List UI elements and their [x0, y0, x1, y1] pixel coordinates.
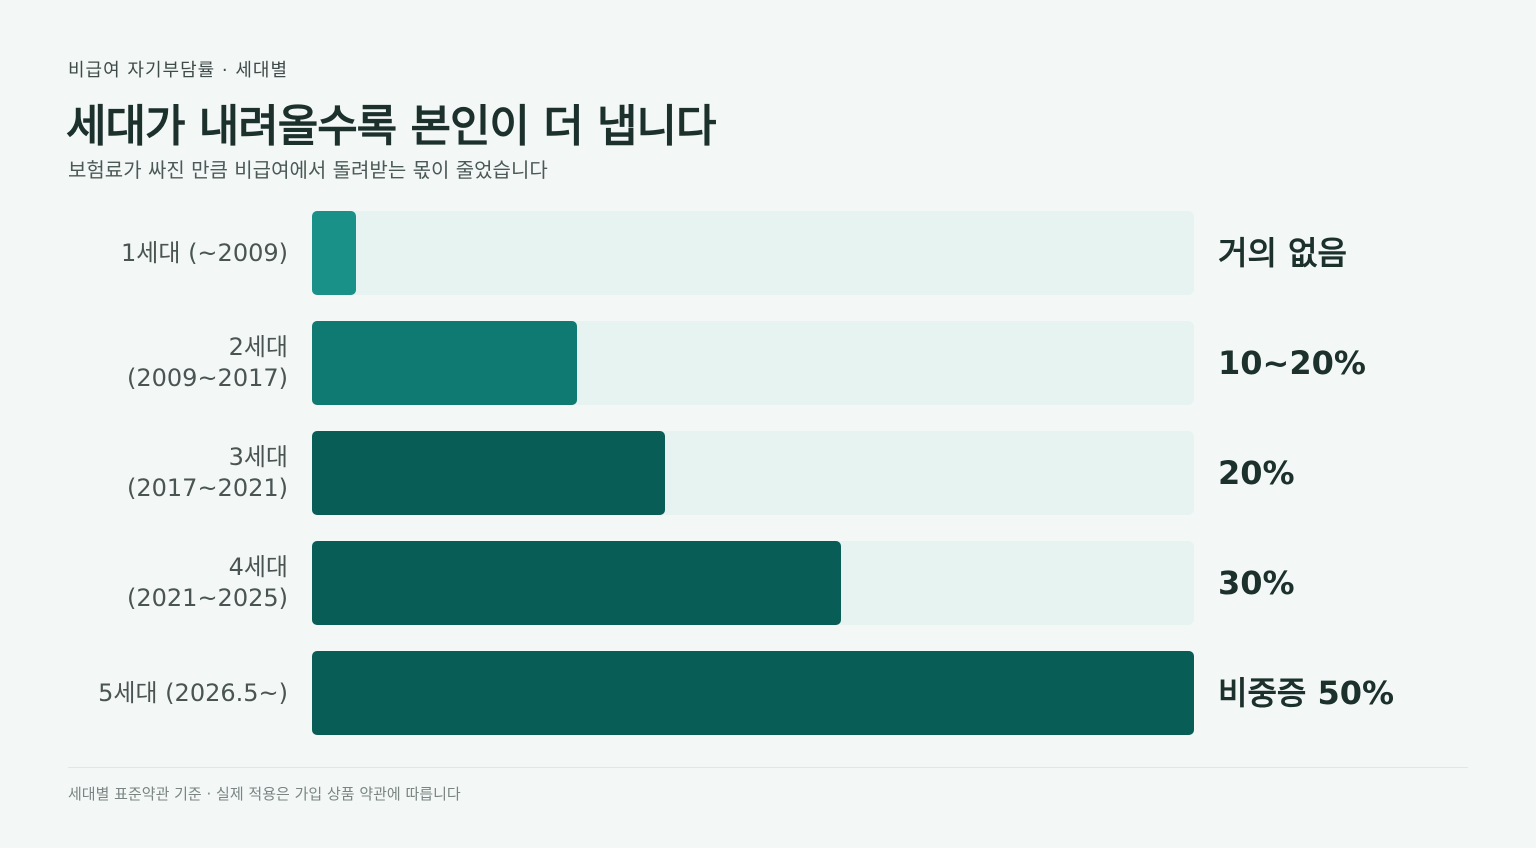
category-label-line: 3세대 — [228, 443, 288, 471]
value-label: 20% — [1218, 454, 1295, 492]
category-label-line: 5세대 (2026.5~) — [98, 678, 288, 707]
category-label-line: (2017~2021) — [127, 474, 288, 502]
category-label-line: (2021~2025) — [127, 584, 288, 612]
category-label-line: 4세대 — [228, 553, 288, 581]
category-label: 1세대 (~2009) — [121, 238, 288, 269]
bar — [312, 541, 841, 625]
bar-track — [312, 431, 1194, 515]
footer-divider — [68, 767, 1468, 768]
bar-track — [312, 651, 1194, 735]
eyebrow-label: 비급여 자기부담률 · 세대별 — [68, 60, 289, 81]
bar-track — [312, 211, 1194, 295]
category-label-line: 1세대 (~2009) — [121, 238, 288, 267]
value-label: 거의 없음 — [1218, 234, 1347, 272]
value-label: 비중증 50% — [1218, 674, 1395, 712]
category-label: 5세대 (2026.5~) — [98, 678, 288, 709]
value-label: 30% — [1218, 564, 1295, 602]
category-label: 2세대 (2009~2017) — [127, 332, 288, 394]
bar — [312, 651, 1194, 735]
bar-track — [312, 321, 1194, 405]
category-label-line: (2009~2017) — [127, 364, 288, 392]
category-label-line: 2세대 — [228, 333, 288, 361]
bar — [312, 211, 356, 295]
chart-subtitle: 보험료가 싸진 만큼 비급여에서 돌려받는 몫이 줄었습니다 — [68, 158, 548, 182]
category-label: 3세대 (2017~2021) — [127, 442, 288, 504]
bar — [312, 321, 577, 405]
category-label: 4세대 (2021~2025) — [127, 552, 288, 614]
bar — [312, 431, 665, 515]
bar-track — [312, 541, 1194, 625]
footnote: 세대별 표준약관 기준 · 실제 적용은 가입 상품 약관에 따릅니다 — [68, 785, 461, 803]
value-label: 10~20% — [1218, 344, 1366, 382]
chart-title: 세대가 내려올수록 본인이 더 냅니다 — [66, 101, 716, 152]
